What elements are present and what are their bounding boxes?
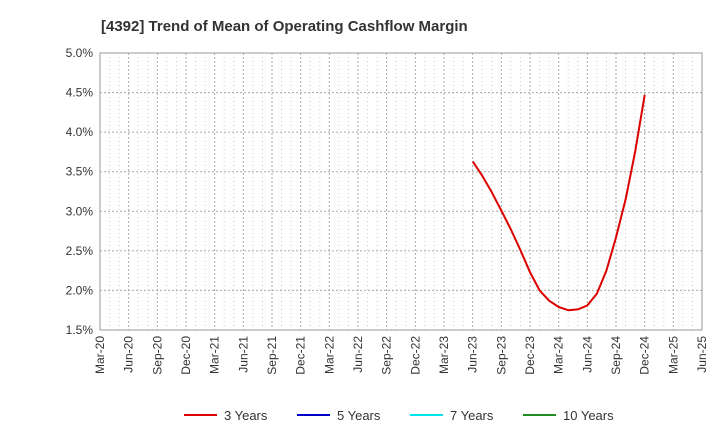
x-tick-label: Jun-21: [236, 336, 250, 373]
x-tick-label: Dec-24: [638, 336, 652, 375]
legend-label: 3 Years: [224, 408, 268, 423]
series-line-3-years: [471, 94, 646, 312]
series-lines: [471, 94, 646, 312]
x-tick-label: Sep-21: [265, 336, 279, 375]
legend: 3 Years 5 Years 7 Years 10 Years: [184, 408, 614, 423]
y-tick-label: 1.5%: [66, 323, 94, 337]
x-tick-label: Jun-25: [695, 336, 709, 373]
y-tick-label: 3.0%: [66, 204, 94, 218]
x-tick-label: Dec-23: [523, 336, 537, 375]
x-tick-label: Dec-22: [408, 336, 422, 375]
x-tick-label: Dec-21: [294, 336, 308, 375]
y-tick-label: 4.5%: [66, 86, 94, 100]
x-tick-label: Mar-21: [208, 336, 222, 374]
x-tick-label: Mar-20: [93, 336, 107, 374]
x-tick-label: Dec-20: [179, 336, 193, 375]
x-tick-label: Sep-23: [494, 336, 508, 375]
y-tick-label: 2.0%: [66, 283, 94, 297]
chart-title: [4392] Trend of Mean of Operating Cashfl…: [101, 18, 468, 35]
legend-label: 5 Years: [337, 408, 381, 423]
x-tick-label: Sep-22: [380, 336, 394, 375]
x-tick-label: Mar-22: [322, 336, 336, 374]
y-tick-label: 3.5%: [66, 165, 94, 179]
x-tick-label: Jun-23: [466, 336, 480, 373]
x-tick-label: Sep-20: [150, 336, 164, 375]
plot-area: [99, 52, 703, 331]
y-tick-label: 5.0%: [66, 46, 94, 60]
x-tick-label: Jun-20: [122, 336, 136, 373]
legend-label: 7 Years: [450, 408, 494, 423]
grid: [100, 53, 702, 330]
x-axis: Mar-20 Jun-20 Sep-20 Dec-20 Mar-21 Jun-21 Sep-…: [93, 336, 709, 375]
x-tick-label: Mar-24: [552, 336, 566, 374]
x-tick-label: Sep-24: [609, 336, 623, 375]
x-tick-label: Jun-24: [580, 336, 594, 373]
x-tick-label: Mar-25: [666, 336, 680, 374]
x-tick-label: Jun-22: [351, 336, 365, 373]
x-tick-label: Mar-23: [437, 336, 451, 374]
y-axis: 1.5% 2.0% 2.5% 3.0% 3.5% 4.0% 4.5% 5.0%: [66, 46, 94, 337]
y-tick-label: 2.5%: [66, 244, 94, 258]
y-tick-label: 4.0%: [66, 125, 94, 139]
legend-label: 10 Years: [563, 408, 614, 423]
